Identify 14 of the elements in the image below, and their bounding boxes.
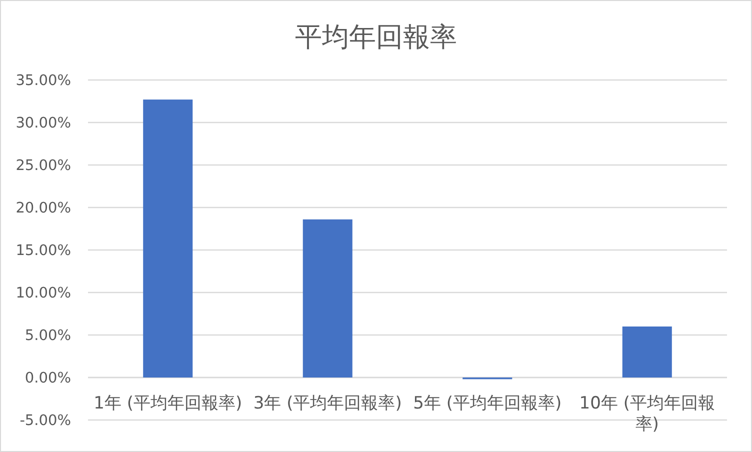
y-tick-label: 10.00%: [16, 286, 71, 302]
y-tick-label: 0.00%: [24, 370, 71, 386]
y-tick-label: 5.00%: [24, 328, 71, 344]
y-tick-label: 15.00%: [16, 243, 71, 259]
x-tick-label: 3年 (平均年回報率): [253, 394, 402, 414]
y-tick-label: 25.00%: [16, 158, 71, 174]
x-tick-label: 1年 (平均年回報率): [94, 394, 242, 414]
x-tick-label: 10年 (平均年回報率): [579, 394, 715, 434]
title: 平均年回報率: [295, 22, 457, 53]
y-tick-label: -5.00%: [20, 413, 71, 429]
y-tick-label: 30.00%: [16, 116, 71, 132]
y-tick-label: 20.00%: [16, 200, 71, 216]
x-tick-label: 5年 (平均年回報率): [413, 394, 562, 414]
y-tick-label: 35.00%: [16, 73, 71, 89]
